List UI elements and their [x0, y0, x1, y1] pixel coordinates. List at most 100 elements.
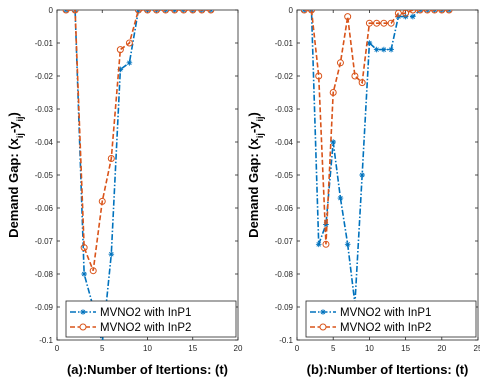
data-point: [423, 10, 431, 14]
data-point: [344, 241, 351, 248]
x-tick-label: 25: [474, 344, 480, 353]
y-axis-label-part: -y: [6, 121, 21, 133]
data-point: [380, 19, 388, 27]
data-point: [431, 10, 439, 14]
series-group: [300, 10, 453, 307]
data-point: [445, 10, 453, 14]
series-line-2: [304, 10, 450, 245]
legend-marker: [80, 309, 86, 315]
y-tick-label: -0.09: [35, 303, 54, 312]
data-point: [134, 10, 142, 14]
y-tick-label: -0.06: [35, 204, 54, 213]
data-point: [329, 89, 337, 96]
data-point: [373, 19, 381, 27]
y-tick-label: -0.05: [35, 171, 54, 180]
data-point: [71, 10, 79, 14]
y-tick-label: -0.01: [35, 39, 54, 48]
y-axis-label-subscript: ij: [15, 133, 25, 138]
y-tick-label: -0.02: [35, 72, 54, 81]
y-tick-label: -0.02: [275, 72, 294, 81]
y-axis-label-part: Demand Gap: (x: [246, 137, 261, 237]
data-point: [366, 40, 373, 46]
data-point: [337, 195, 344, 201]
data-point: [381, 46, 387, 53]
data-point: [81, 271, 87, 277]
x-tick-label: 0: [295, 344, 300, 353]
x-tick-label: 10: [143, 344, 152, 353]
series-line-1: [66, 10, 211, 340]
data-point: [307, 10, 315, 14]
data-point: [171, 10, 179, 14]
y-tick-label: -0.1: [39, 336, 53, 345]
y-axis-label-part: Demand Gap: (x: [6, 137, 21, 237]
x-tick-label: 0: [55, 344, 60, 353]
x-tick-label: 5: [100, 344, 105, 353]
data-point: [80, 244, 88, 252]
x-tick-label: 10: [365, 344, 374, 353]
data-point: [365, 19, 373, 27]
y-tick-label: -0.09: [275, 303, 294, 312]
data-point: [116, 46, 124, 54]
chart-panel-a: 0 -0.01 -0.02 -0.03 -0.04 -0.05 -0.06 -0.07 -0.0…: [6, 6, 243, 377]
x-axis-label: (a):Number of Itertions: (t): [67, 362, 228, 377]
y-axis-label-subscript: ij: [255, 117, 265, 122]
data-point: [388, 46, 394, 53]
data-point: [180, 10, 188, 14]
x-axis-label: (b):Number of Itertions: (t): [307, 362, 469, 377]
data-point: [322, 240, 330, 248]
data-point: [198, 10, 206, 14]
data-point: [300, 10, 308, 14]
y-tick-label: -0.04: [35, 138, 54, 147]
data-point: [409, 10, 417, 14]
data-point: [107, 155, 115, 162]
data-point: [358, 79, 366, 87]
y-tick-label: -0.01: [275, 39, 294, 48]
data-point: [126, 60, 133, 66]
data-point: [416, 10, 424, 14]
legend-label: MVNO2 with InP1: [340, 307, 431, 319]
data-point: [373, 46, 380, 53]
y-tick-label: -0.04: [275, 138, 294, 147]
data-point: [402, 10, 410, 17]
data-point: [394, 10, 402, 17]
data-point: [330, 139, 336, 145]
y-axis-label-part: ): [246, 112, 261, 116]
plot-frame: [56, 9, 239, 341]
data-point: [387, 19, 395, 27]
legend-marker: [320, 309, 326, 315]
x-tick-label: 5: [331, 344, 336, 353]
data-point: [162, 10, 170, 14]
legend-box: [65, 300, 237, 338]
series-line-2: [66, 10, 211, 271]
data-point: [344, 13, 352, 21]
data-point: [207, 10, 215, 14]
y-axis-label: Demand Gap: (xij-yij): [6, 112, 25, 238]
y-axis-label-part: -y: [246, 121, 261, 133]
data-point: [98, 197, 106, 205]
y-tick-label: -0.07: [275, 237, 294, 246]
data-point: [359, 172, 365, 178]
legend-label: MVNO2 with InP1: [100, 307, 191, 319]
data-point: [438, 10, 446, 14]
y-tick-label: -0.05: [275, 171, 294, 180]
y-tick-label: -0.1: [279, 336, 293, 345]
y-axis-label-subscript: ij: [15, 117, 25, 122]
legend-box: [305, 300, 477, 338]
data-point: [153, 10, 161, 14]
data-point: [323, 221, 329, 228]
y-tick-label: -0.06: [275, 204, 294, 213]
legend-label: MVNO2 with InP2: [100, 322, 191, 334]
y-tick-label: -0.08: [35, 270, 54, 279]
data-point: [144, 10, 151, 14]
data-point: [117, 66, 124, 73]
series-group: [62, 10, 215, 340]
data-point: [125, 39, 133, 47]
y-axis-label-part: ): [6, 112, 21, 116]
data-point: [315, 72, 323, 80]
x-tick-label: 15: [188, 344, 197, 353]
legend-marker: [79, 323, 87, 331]
y-tick-label: -0.07: [35, 237, 54, 246]
legend-label: MVNO2 with InP2: [340, 322, 431, 334]
data-point: [315, 241, 322, 248]
